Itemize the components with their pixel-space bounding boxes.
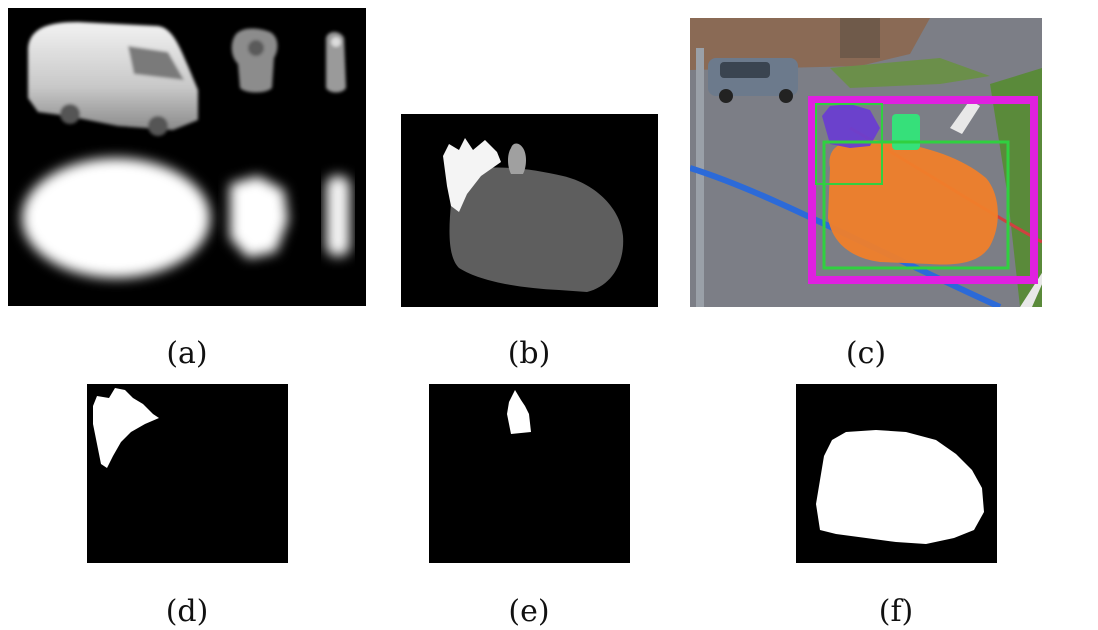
panel-c-image: [690, 18, 1042, 307]
panel-d-mask: [87, 384, 288, 563]
panel-d-image: [87, 384, 288, 563]
caption-b: (b): [507, 336, 551, 371]
van-soft-mask: [22, 158, 210, 278]
mask-person-2: [507, 390, 531, 434]
panel-b-image: [401, 114, 658, 307]
segment-person-2: [508, 143, 526, 174]
overlay-person-1: [822, 104, 880, 148]
panel-f-mask: [796, 384, 997, 563]
segment-person-1: [443, 138, 501, 212]
person-soft-mask-1: [230, 176, 288, 258]
bbox-green: [822, 140, 1010, 270]
caption-d: (d): [165, 594, 209, 629]
panel-b-segmentation: [401, 114, 658, 307]
panel-c-overlay: [690, 18, 1042, 307]
mask-person-1: [93, 388, 159, 468]
panel-e-image: [429, 384, 630, 563]
panel-e-mask: [429, 384, 630, 563]
overlay-person-2: [892, 114, 920, 150]
panel-a-silhouettes: [8, 8, 366, 306]
caption-a: (a): [166, 336, 208, 371]
segment-van: [449, 167, 624, 292]
panel-a-image: [8, 8, 366, 306]
person-silhouette-1: [231, 28, 278, 93]
parked-car: [708, 58, 798, 103]
caption-c: (c): [845, 336, 887, 371]
mask-van: [816, 430, 984, 544]
overlay-van: [828, 139, 998, 265]
bbox-magenta: [808, 96, 1038, 284]
person-soft-mask-2: [326, 176, 350, 256]
caption-f: (f): [878, 594, 914, 629]
panel-f-image: [796, 384, 997, 563]
person-silhouette-2: [326, 32, 346, 93]
bbox-green-small: [815, 103, 883, 185]
van-silhouette: [28, 22, 198, 136]
caption-e: (e): [508, 594, 550, 629]
